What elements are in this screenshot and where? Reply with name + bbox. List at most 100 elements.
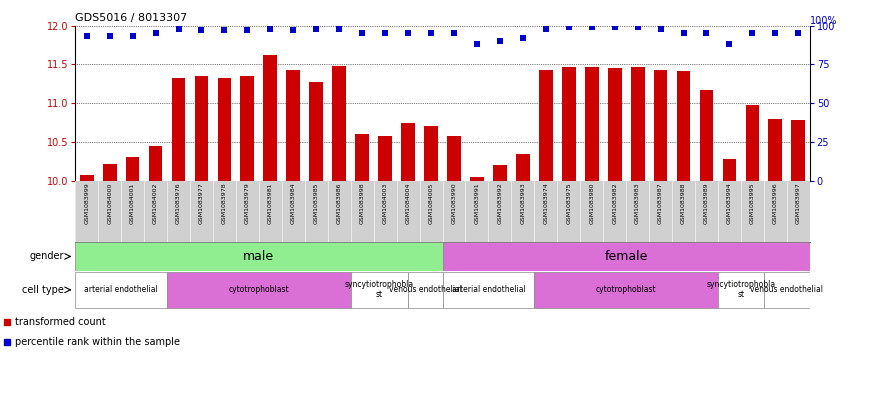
Point — [424, 30, 438, 37]
Bar — [442, 272, 535, 308]
Text: male: male — [243, 250, 274, 263]
Point — [103, 33, 117, 40]
Bar — [764, 272, 810, 308]
Point — [676, 30, 690, 37]
Bar — [149, 146, 163, 181]
Bar — [699, 90, 713, 181]
Text: arterial endothelial: arterial endothelial — [451, 285, 526, 294]
Point — [516, 35, 530, 41]
Text: syncytiotrophobla
st: syncytiotrophobla st — [706, 281, 775, 299]
Bar — [75, 242, 442, 270]
Text: GSM1083993: GSM1083993 — [520, 183, 526, 224]
Text: GSM1083995: GSM1083995 — [750, 183, 755, 224]
Text: GSM1083977: GSM1083977 — [199, 183, 204, 224]
Point — [218, 27, 232, 33]
Text: GSM1083975: GSM1083975 — [566, 183, 571, 224]
Text: GSM1084004: GSM1084004 — [405, 183, 411, 224]
Text: GSM1083994: GSM1083994 — [727, 183, 732, 224]
Text: GSM1083990: GSM1083990 — [451, 183, 457, 224]
Bar — [654, 70, 667, 181]
Bar — [350, 272, 408, 308]
Text: GSM1084000: GSM1084000 — [107, 183, 112, 224]
Bar — [791, 120, 805, 181]
Point — [493, 38, 507, 44]
Point — [332, 26, 346, 32]
Text: GSM1083992: GSM1083992 — [497, 183, 503, 224]
Bar — [408, 272, 442, 308]
Text: arterial endothelial: arterial endothelial — [84, 285, 158, 294]
Text: GSM1083996: GSM1083996 — [773, 183, 778, 224]
Point — [80, 33, 94, 40]
Bar — [493, 165, 507, 181]
Point — [585, 24, 599, 30]
Text: GSM1083997: GSM1083997 — [796, 183, 801, 224]
Bar — [442, 242, 810, 270]
Point — [309, 26, 323, 32]
Point — [699, 30, 713, 37]
Bar — [535, 272, 718, 308]
Point — [768, 30, 782, 37]
Point — [126, 33, 140, 40]
Text: venous endothelial: venous endothelial — [750, 285, 823, 294]
Text: GSM1083978: GSM1083978 — [222, 183, 227, 224]
Text: venous endothelial: venous endothelial — [389, 285, 462, 294]
Text: GSM1084002: GSM1084002 — [153, 183, 158, 224]
Point — [401, 30, 415, 37]
Point — [745, 30, 759, 37]
Bar — [608, 68, 621, 181]
Point — [378, 30, 392, 37]
Bar — [585, 67, 598, 181]
Bar — [470, 177, 484, 181]
Text: 100%: 100% — [810, 16, 837, 26]
Text: GDS5016 / 8013307: GDS5016 / 8013307 — [75, 13, 188, 23]
Point — [263, 26, 277, 32]
Text: transformed count: transformed count — [15, 317, 106, 327]
Text: GSM1083988: GSM1083988 — [681, 183, 686, 224]
Bar — [447, 136, 461, 181]
Point — [539, 26, 553, 32]
Text: gender: gender — [30, 252, 65, 261]
Text: GSM1083980: GSM1083980 — [589, 183, 594, 224]
Point — [447, 30, 461, 37]
Point — [722, 41, 736, 47]
Text: GSM1083981: GSM1083981 — [268, 183, 273, 224]
Text: GSM1084001: GSM1084001 — [130, 183, 135, 224]
Bar — [310, 82, 323, 181]
Point — [791, 30, 805, 37]
Point — [562, 24, 576, 30]
Text: GSM1084003: GSM1084003 — [382, 183, 388, 224]
Bar — [241, 76, 254, 181]
Text: GSM1083991: GSM1083991 — [474, 183, 480, 224]
Bar — [378, 136, 392, 181]
Point — [149, 30, 163, 37]
Text: GSM1083982: GSM1083982 — [612, 183, 617, 224]
Text: GSM1083976: GSM1083976 — [176, 183, 181, 224]
Text: GSM1083983: GSM1083983 — [635, 183, 640, 224]
Bar — [401, 123, 415, 181]
Point — [608, 24, 622, 30]
Text: cytotrophoblast: cytotrophoblast — [228, 285, 289, 294]
Text: GSM1083989: GSM1083989 — [704, 183, 709, 224]
Bar — [287, 70, 300, 181]
Bar — [745, 105, 759, 181]
Point — [470, 41, 484, 47]
Text: female: female — [604, 250, 648, 263]
Bar — [195, 76, 208, 181]
Text: GSM1083999: GSM1083999 — [84, 183, 89, 224]
Text: cytotrophoblast: cytotrophoblast — [596, 285, 657, 294]
Bar — [677, 71, 690, 181]
Point — [195, 27, 209, 33]
Text: GSM1083974: GSM1083974 — [543, 183, 549, 224]
Bar — [75, 272, 167, 308]
Bar — [333, 66, 346, 181]
Point — [653, 26, 667, 32]
Point — [355, 30, 369, 37]
Point — [286, 27, 300, 33]
Bar — [768, 119, 782, 181]
Bar — [631, 67, 644, 181]
Bar — [516, 154, 530, 181]
Text: GSM1083984: GSM1083984 — [291, 183, 296, 224]
Text: GSM1083979: GSM1083979 — [245, 183, 250, 224]
Text: GSM1084005: GSM1084005 — [428, 183, 434, 224]
Bar — [167, 272, 350, 308]
